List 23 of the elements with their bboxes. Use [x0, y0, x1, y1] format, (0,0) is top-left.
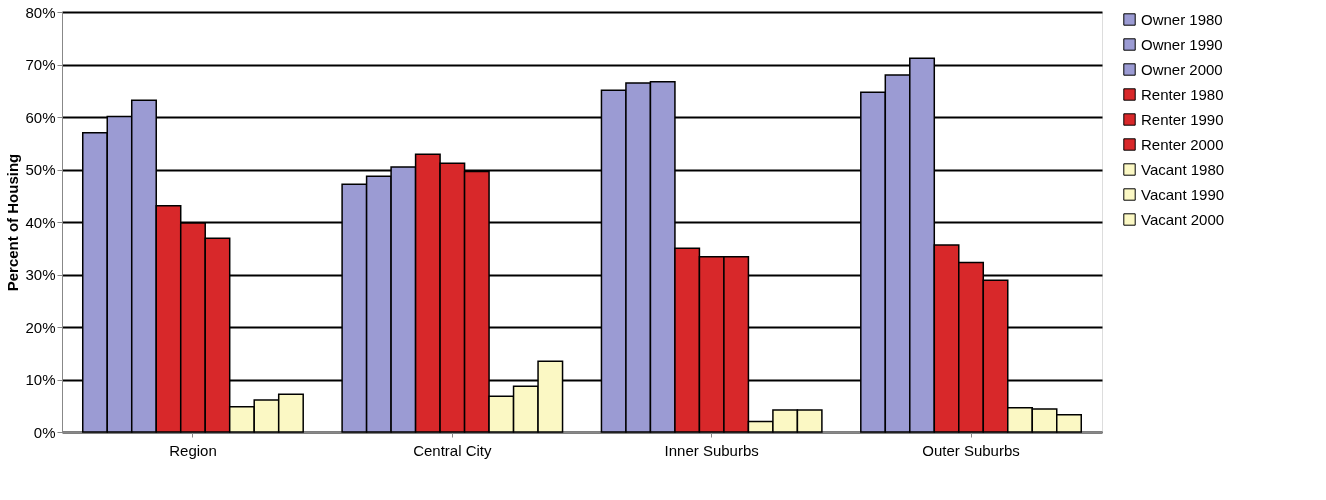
- y-tick-label: 80%: [25, 3, 56, 21]
- legend-label: Owner 2000: [1141, 60, 1223, 78]
- legend-label: Owner 1980: [1141, 10, 1223, 28]
- legend-label: Vacant 1990: [1141, 185, 1225, 203]
- y-tick-label: 70%: [25, 56, 56, 73]
- y-tick-label: 0%: [33, 423, 56, 441]
- x-tick-label: Central City: [413, 441, 492, 459]
- x-tick-label: Inner Suburbs: [664, 441, 759, 459]
- legend-label: Vacant 2000: [1141, 210, 1225, 228]
- legend-label: Vacant 1980: [1141, 160, 1225, 178]
- legend-label: Renter 2000: [1141, 135, 1224, 153]
- legend-label: Renter 1980: [1141, 85, 1224, 103]
- x-tick-label: Outer Suburbs: [922, 441, 1020, 459]
- y-tick-label: 20%: [25, 318, 56, 336]
- x-tick-label: Region: [169, 441, 217, 459]
- legend-label: Owner 1990: [1141, 35, 1223, 53]
- y-axis-title: Percent of Housing: [4, 153, 22, 292]
- y-tick-label: 10%: [25, 371, 56, 388]
- y-tick-label: 50%: [25, 161, 56, 178]
- legend-label: Renter 1990: [1141, 110, 1224, 128]
- y-tick-label: 40%: [25, 213, 56, 231]
- y-tick-label: 60%: [25, 108, 56, 126]
- y-tick-label: 30%: [25, 266, 56, 283]
